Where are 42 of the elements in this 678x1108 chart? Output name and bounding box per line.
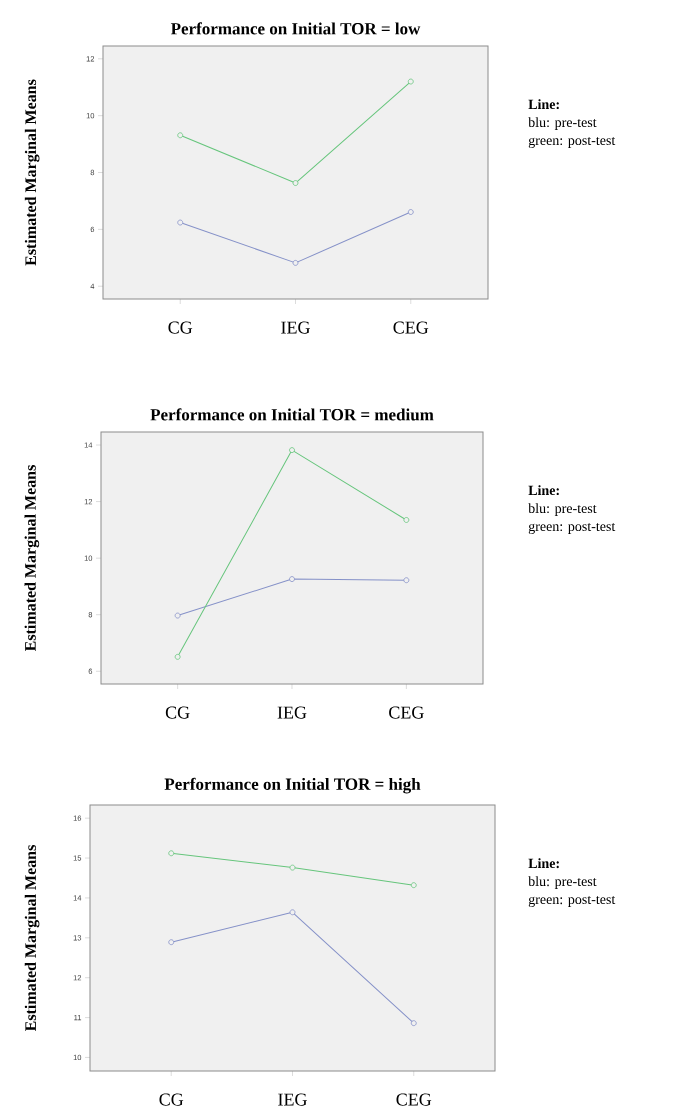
y-axis-title: Estimated Marginal Means [24, 845, 40, 1032]
point [177, 132, 184, 139]
chart-title: Performance on Initial TOR = medium [150, 408, 434, 421]
text: Line: [528, 99, 559, 110]
text: Line: [528, 858, 559, 869]
point [289, 576, 295, 582]
text: blu: pre-test [528, 876, 597, 889]
chart-title: Performance on Initial TOR = high [164, 777, 421, 794]
point [407, 209, 414, 215]
text: green: post-test [528, 523, 616, 534]
point [289, 447, 295, 454]
x-tick-label: CG [165, 706, 190, 719]
point [289, 864, 296, 871]
x-tick-label: CG [159, 1093, 184, 1106]
x-tick-label: CG [168, 321, 193, 334]
text: green: post-test [528, 137, 616, 148]
x-tick-label: IEG [277, 706, 307, 719]
text: blu: pre-test [528, 503, 597, 516]
point [174, 653, 181, 660]
point [289, 909, 296, 916]
point [292, 260, 299, 266]
point [410, 1020, 417, 1027]
point [407, 78, 414, 85]
x-tick-label: IEG [278, 1093, 307, 1106]
point [403, 577, 410, 584]
text: Line: [528, 485, 559, 496]
x-tick-label: CEG [396, 1093, 432, 1106]
x-tick-label: CEG [393, 321, 429, 334]
x-tick-label: CEG [389, 706, 424, 719]
point [174, 612, 181, 619]
point [177, 219, 184, 226]
text: green: post-test [528, 896, 616, 907]
point [292, 180, 299, 186]
point [168, 850, 175, 857]
chart-title: Performance on Initial TOR = low [170, 22, 421, 35]
point [168, 939, 175, 946]
x-tick-label: IEG [281, 321, 310, 334]
text: blu: pre-test [528, 117, 597, 130]
point [410, 882, 417, 889]
y-axis-title: Estimated Marginal Means [24, 79, 40, 266]
point [403, 517, 410, 523]
y-axis-title: Estimated Marginal Means [24, 465, 40, 652]
